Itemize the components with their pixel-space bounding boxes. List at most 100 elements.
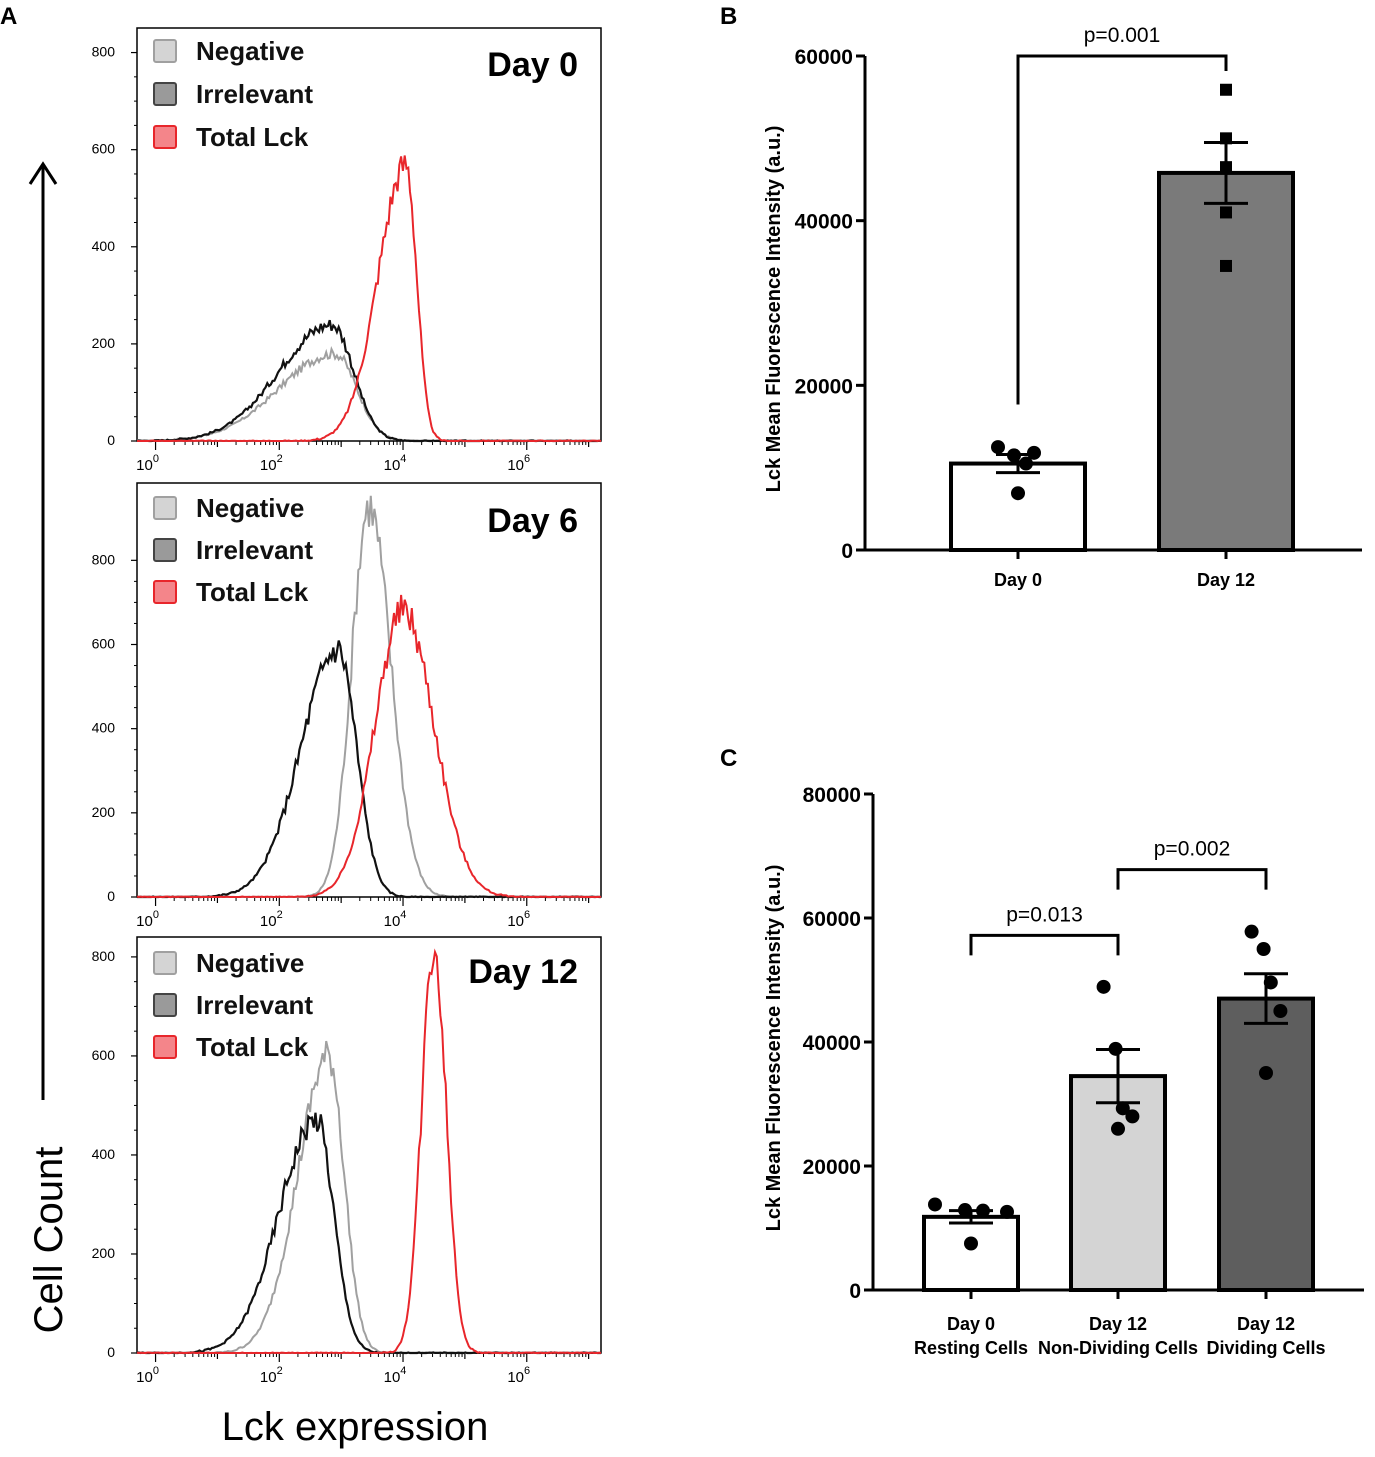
data-point-circle (958, 1203, 972, 1218)
histogram-y-tick-label: 400 (92, 1146, 116, 1162)
bar-y-axis-label: Lck Mean Fluorescence Intensity (a.u.) (763, 126, 785, 493)
bar-y-tick-label: 20000 (795, 375, 853, 398)
legend-swatch-total-lck (153, 580, 177, 604)
legend-swatch-irrelevant (153, 538, 177, 562)
data-point-square (1220, 132, 1232, 145)
tick-base: 10 (260, 1369, 277, 1386)
histogram-y-tick-label: 200 (92, 1245, 116, 1261)
bar-category-label: Day 0 (994, 570, 1042, 590)
legend-label: Irrelevant (196, 535, 313, 565)
legend-swatch-irrelevant (153, 82, 177, 106)
tick-base: 10 (507, 913, 524, 930)
data-point-circle (1115, 1101, 1130, 1116)
histogram-day-label: Day 0 (487, 46, 578, 84)
tick-base: 10 (507, 1369, 524, 1386)
data-point-circle (1027, 445, 1041, 460)
histogram-series-total-lck (136, 948, 602, 1355)
histogram-y-tick-label: 0 (107, 432, 115, 448)
bar-2 (1157, 170, 1295, 552)
tick-exponent: 0 (153, 1365, 159, 1377)
tick-base: 10 (260, 913, 277, 930)
bar-y-axis-label: Lck Mean Fluorescence Intensity (a.u.) (763, 865, 785, 1232)
histogram-series-irrelevant (137, 640, 601, 899)
legend-swatch-negative (153, 496, 177, 520)
panel-letter-c: C (720, 745, 737, 772)
data-point-circle (1125, 1109, 1140, 1124)
p-value-label: p=0.013 (1006, 903, 1083, 926)
bar-chart-c: 0 20000 40000 60000 80000 Lck Mean Fluorescen… (763, 784, 1364, 1358)
tick-exponent: 6 (524, 1365, 530, 1377)
legend-label: Negative (196, 493, 304, 523)
histogram-series-negative (136, 1040, 602, 1355)
tick-base: 10 (384, 457, 401, 474)
tick-exponent: 6 (524, 909, 530, 921)
tick-exponent: 0 (153, 453, 159, 465)
bar-y-tick-label: 60000 (795, 46, 853, 69)
lck-expression-label: Lck expression (222, 1405, 489, 1449)
tick-exponent: 2 (277, 453, 283, 465)
comparison-bracket (969, 933, 1120, 956)
data-point-circle (1000, 1204, 1014, 1219)
data-point-circle (928, 1197, 942, 1212)
histogram-series-total-lck (136, 594, 602, 899)
histogram-y-tick-label: 400 (92, 720, 116, 736)
histogram-y-tick-label: 600 (92, 1047, 116, 1063)
tick-exponent: 4 (400, 453, 406, 465)
bar-3 (1217, 996, 1315, 1292)
bar-category-label: Resting Cells (914, 1338, 1028, 1358)
legend-label: Total Lck (196, 1032, 309, 1062)
panel-letter-a: A (0, 3, 17, 30)
tick-base: 10 (384, 913, 401, 930)
data-point-circle (1019, 456, 1033, 471)
bar-y-tick-label: 40000 (795, 211, 853, 234)
histogram-frame (136, 27, 602, 442)
histogram-x-tick-label: 106 (507, 453, 530, 474)
legend-label: Irrelevant (196, 990, 313, 1020)
histogram-x-tick-label: 102 (260, 453, 283, 474)
histogram-y-tick-label: 0 (107, 1344, 115, 1360)
histogram-x-tick-label: 102 (260, 909, 283, 930)
histogram-y-tick-label: 800 (92, 44, 116, 60)
histogram-series-negative (136, 345, 601, 443)
legend-swatch-total-lck (153, 125, 177, 149)
data-point-circle (1011, 486, 1025, 501)
data-point-circle (1273, 1004, 1288, 1018)
tick-exponent: 6 (524, 453, 530, 465)
histogram-x-tick-label: 104 (384, 1365, 407, 1386)
histogram-x-tick-label: 104 (384, 453, 407, 474)
histogram-series-irrelevant (136, 1112, 601, 1355)
histogram-x-tick-label: 100 (136, 1365, 159, 1386)
histogram-x-tick-label: 104 (384, 909, 407, 930)
tick-base: 10 (136, 1369, 153, 1386)
legend-swatch-total-lck (153, 1035, 177, 1059)
tick-base: 10 (507, 457, 524, 474)
tick-base: 10 (136, 913, 153, 930)
data-point-circle (1244, 924, 1259, 939)
bar-category-label: Day 12 (1089, 1314, 1147, 1334)
legend-label: Negative (196, 36, 304, 66)
histogram-y-tick-label: 800 (92, 551, 116, 567)
tick-base: 10 (260, 457, 277, 474)
legend-swatch-irrelevant (153, 993, 177, 1017)
histogram-x-tick-label: 100 (136, 453, 159, 474)
data-point-circle (991, 440, 1005, 455)
data-point-square (1220, 83, 1232, 96)
histogram-x-tick-label: 106 (507, 1365, 530, 1386)
bar-category-label: Non-Dividing Cells (1038, 1338, 1198, 1358)
histogram-frame (136, 482, 602, 898)
histogram-series-total-lck (137, 155, 602, 443)
legend-swatch-negative (153, 39, 177, 63)
p-value-label: p=0.001 (1084, 24, 1161, 47)
histogram-y-tick-label: 600 (92, 636, 116, 652)
data-point-circle (1263, 975, 1278, 990)
bar-y-tick-label: 40000 (803, 1032, 861, 1055)
bar-y-tick-label: 0 (849, 1280, 861, 1303)
tick-base: 10 (384, 1369, 401, 1386)
data-point-circle (1259, 1066, 1273, 1080)
histogram-series-irrelevant (136, 319, 602, 443)
data-point-circle (964, 1236, 978, 1251)
comparison-bracket (1016, 54, 1228, 405)
bar-1 (922, 1214, 1020, 1292)
